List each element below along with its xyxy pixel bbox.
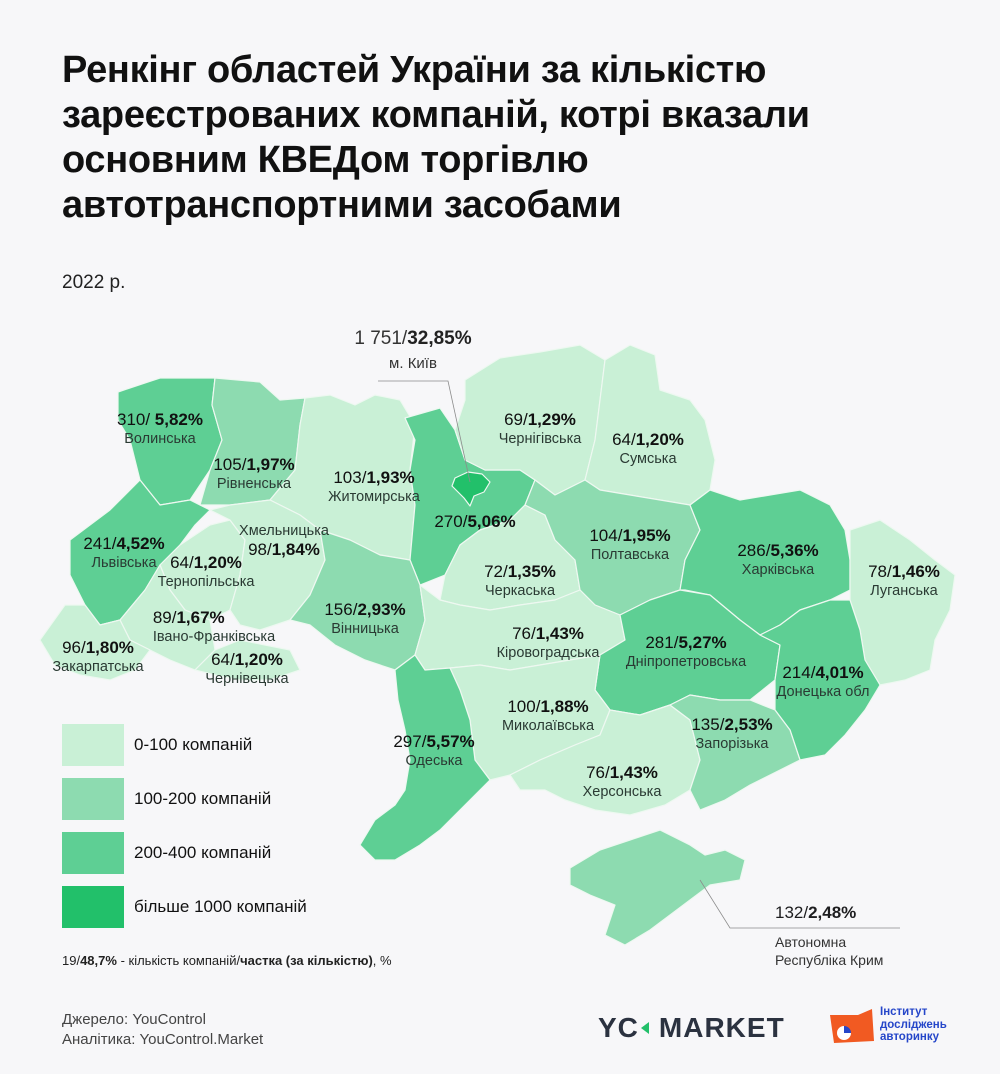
- crimea-leader-line: [699, 879, 900, 929]
- region-volyn: [117, 377, 223, 506]
- legend-item: 200-400 компаній: [62, 826, 307, 880]
- label-cherkasy: 72/1,35% Черкаська: [484, 562, 556, 599]
- label-ivano-frankivsk: 89/1,67% Івано-Франківська: [152, 608, 276, 645]
- region-donetsk: [759, 599, 881, 761]
- label-khmelnytskyi: Хмельницька 98/1,84%: [239, 523, 329, 559]
- region-crimea: [569, 829, 746, 946]
- label-crimea: 132/2,48% Автономна Республіка Крим: [775, 903, 884, 968]
- label-kharkiv: 286/5,36% Харківська: [737, 541, 819, 578]
- label-kyiv-oblast: 270/5,06%: [434, 512, 516, 531]
- year-subtitle: 2022 р.: [62, 272, 126, 293]
- institute-logo: Інститут досліджень авторинку: [828, 1005, 947, 1045]
- label-zaporizhzhia: 135/2,53% Запорізька: [691, 715, 773, 752]
- label-lviv: 241/4,52% Львівська: [83, 534, 165, 571]
- label-ternopil: 64/1,20% Тернопільська: [157, 553, 255, 590]
- legend-swatch: [62, 778, 124, 820]
- legend-swatch: [62, 886, 124, 928]
- map-legend: 0-100 компаній 100-200 компаній 200-400 …: [62, 718, 307, 934]
- label-chernivtsi: 64/1,20% Чернівецька: [205, 650, 289, 687]
- region-kyiv-city: [451, 471, 491, 507]
- label-sumy: 64/1,20% Сумська: [612, 430, 684, 467]
- legend-swatch: [62, 832, 124, 874]
- yc-market-logo: YC MARKET: [598, 1012, 785, 1043]
- label-vinnytsia: 156/2,93% Вінницька: [324, 600, 406, 637]
- region-chernivtsi: [194, 639, 301, 681]
- label-dnipro: 281/5,27% Дніпропетровська: [625, 633, 747, 670]
- page-title: Ренкінг областей України за кількістю за…: [62, 49, 810, 226]
- label-poltava: 104/1,95% Полтавська: [589, 526, 671, 563]
- label-donetsk: 214/4,01% Донецька обл: [776, 663, 870, 700]
- label-kirovohrad: 76/1,43% Кіровоградська: [496, 624, 600, 661]
- region-zakarpattia: [39, 604, 151, 681]
- label-luhansk: 78/1,46% Луганська: [868, 562, 940, 599]
- label-mykolaiv: 100/1,88% Миколаївська: [501, 697, 595, 734]
- label-kyiv-city: 1 751/32,85% м. Київ: [354, 328, 472, 372]
- legend-item: 100-200 компаній: [62, 772, 307, 826]
- kyiv-leader-line: [378, 380, 471, 483]
- label-odesa: 297/5,57% Одеська: [393, 732, 475, 769]
- label-volyn: 310/ 5,82% Волинська: [116, 410, 204, 447]
- region-odesa: [359, 654, 491, 861]
- institute-chart-icon: [830, 1009, 874, 1043]
- label-zhytomyr: 103/1,93% Житомирська: [328, 468, 420, 505]
- yc-arrow-icon: [640, 1022, 649, 1034]
- label-rivne: 105/1,97% Рівненська: [213, 455, 295, 492]
- label-chernihiv: 69/1,29% Чернігівська: [498, 410, 582, 447]
- region-sumy: [584, 344, 716, 506]
- label-kherson: 76/1,43% Херсонська: [582, 763, 662, 800]
- label-zakarpattia: 96/1,80% Закарпатська: [52, 638, 144, 675]
- format-note: 19/48,7% - кількість компаній/частка (за…: [62, 953, 392, 968]
- legend-swatch: [62, 724, 124, 766]
- source-info: Джерело: YouControl Аналітика: YouContro…: [62, 1011, 264, 1048]
- legend-item: більше 1000 компаній: [62, 880, 307, 934]
- region-zaporizhzhia: [669, 694, 801, 811]
- legend-item: 0-100 компаній: [62, 718, 307, 772]
